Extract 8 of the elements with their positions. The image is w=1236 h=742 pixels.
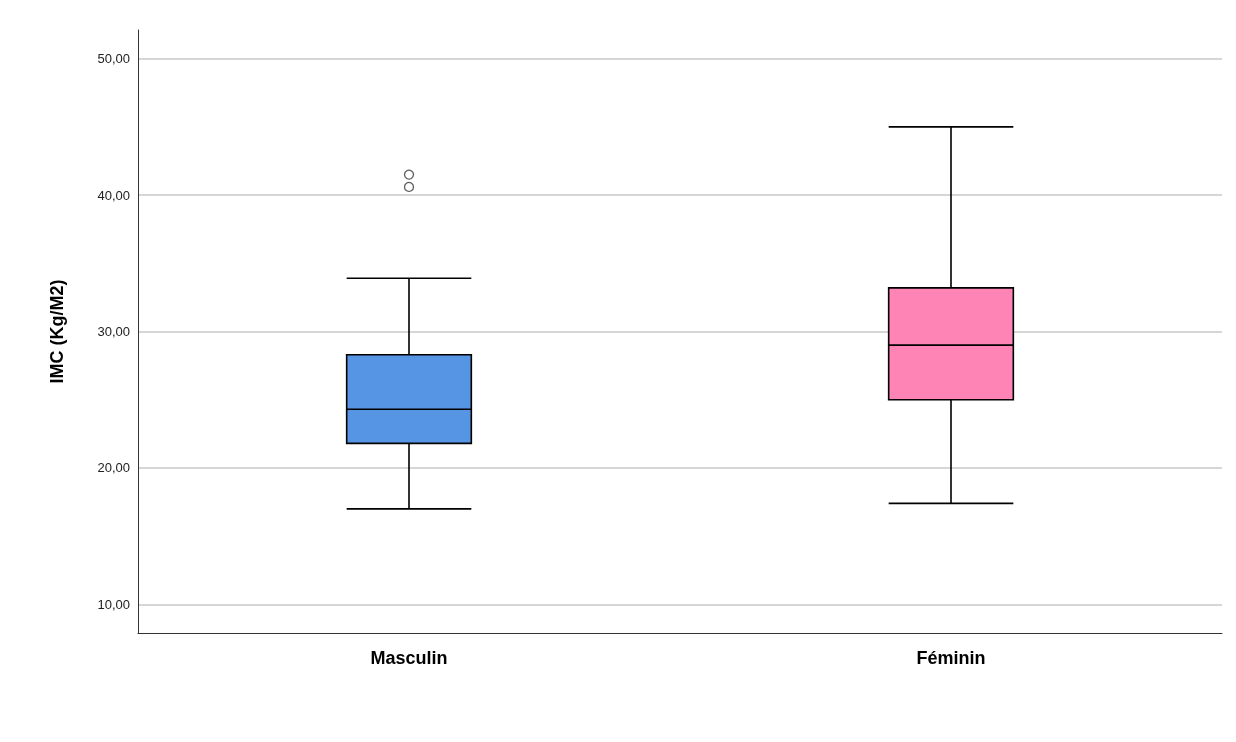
x-tick-label: Féminin bbox=[916, 648, 986, 668]
x-tick-label: Masculin bbox=[370, 648, 448, 668]
y-tick-label: 10,00 bbox=[97, 596, 130, 612]
y-tick-label: 40,00 bbox=[97, 187, 130, 203]
y-tick-label: 20,00 bbox=[97, 460, 130, 476]
y-tick-label: 30,00 bbox=[97, 324, 130, 339]
y-axis-title: IMC (Kg/M2) bbox=[47, 279, 67, 384]
y-tick-label: 50,00 bbox=[97, 51, 130, 67]
